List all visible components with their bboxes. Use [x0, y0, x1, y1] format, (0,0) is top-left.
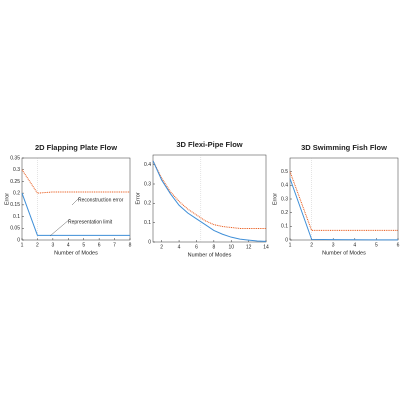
- y-tick-label: 0.4: [281, 183, 288, 189]
- x-tick-label: 3: [332, 242, 335, 248]
- x-tick-label: 8: [129, 242, 132, 248]
- x-tick-label: 1: [289, 242, 292, 248]
- chart-title: 2D Flapping Plate Flow: [35, 143, 117, 152]
- y-axis-label: Error: [4, 193, 10, 205]
- x-tick-label: 1: [21, 242, 24, 248]
- series-line: [289, 171, 398, 231]
- y-axis-label: Error: [272, 193, 278, 205]
- x-tick-label: 3: [51, 242, 54, 248]
- x-axis-label: Number of Modes: [188, 252, 232, 258]
- y-tick-label: 0.1: [13, 214, 20, 220]
- plot-frame: [21, 157, 131, 241]
- y-tick-label: 0: [148, 239, 151, 245]
- y-tick-label: 0.35: [10, 155, 20, 161]
- series-line: [21, 192, 130, 236]
- series-line: [21, 169, 130, 194]
- y-tick-label: 0.2: [281, 210, 288, 216]
- x-axis-label: Number of Modes: [54, 250, 98, 256]
- y-tick-label: 0.3: [281, 196, 288, 202]
- x-tick-label: 2: [310, 242, 313, 248]
- y-axis-label: Error: [135, 192, 141, 204]
- y-tick-label: 0: [17, 237, 20, 243]
- y-tick-label: 0.25: [10, 179, 20, 185]
- chart-title: 3D Flexi-Pipe Flow: [176, 140, 242, 149]
- y-tick-label: 0.15: [10, 202, 20, 208]
- chart-title: 3D Swimming Fish Flow: [301, 143, 387, 152]
- x-tick-label: 5: [82, 242, 85, 248]
- x-tick-label: 4: [67, 242, 70, 248]
- x-tick-label: 4: [353, 242, 356, 248]
- x-tick-label: 10: [228, 244, 234, 250]
- plot-frame: [289, 157, 399, 241]
- y-tick-label: 0.4: [144, 162, 151, 168]
- x-axis-label: Number of Modes: [322, 250, 366, 256]
- y-tick-label: 0.1: [281, 224, 288, 230]
- y-tick-label: 0.1: [144, 220, 151, 226]
- y-tick-label: 0: [285, 237, 288, 243]
- y-tick-label: 0.3: [13, 167, 20, 173]
- plot-frame: [152, 154, 267, 243]
- x-tick-label: 6: [98, 242, 101, 248]
- y-tick-label: 0.05: [10, 226, 20, 232]
- x-tick-label: 5: [375, 242, 378, 248]
- y-tick-label: 0.2: [13, 190, 20, 196]
- x-tick-label: 2: [36, 242, 39, 248]
- annotation-arrow: [71, 196, 81, 206]
- x-tick-label: 4: [178, 244, 181, 250]
- x-tick-label: 6: [397, 242, 400, 248]
- series-annotation: Representation limit: [68, 219, 113, 225]
- series-annotation: Reconstruction error: [78, 197, 124, 203]
- x-tick-label: 8: [212, 244, 215, 250]
- y-tick-label: 0.2: [144, 201, 151, 207]
- series-line: [289, 178, 398, 241]
- y-tick-label: 0.3: [144, 181, 151, 187]
- annotation-arrow: [49, 218, 71, 237]
- series-line: [152, 160, 267, 242]
- x-tick-label: 14: [263, 244, 269, 250]
- x-tick-label: 12: [246, 244, 252, 250]
- y-tick-label: 0.5: [281, 169, 288, 175]
- x-tick-label: 2: [160, 244, 163, 250]
- series-line: [152, 160, 266, 229]
- x-tick-label: 7: [113, 242, 116, 248]
- x-tick-label: 6: [195, 244, 198, 250]
